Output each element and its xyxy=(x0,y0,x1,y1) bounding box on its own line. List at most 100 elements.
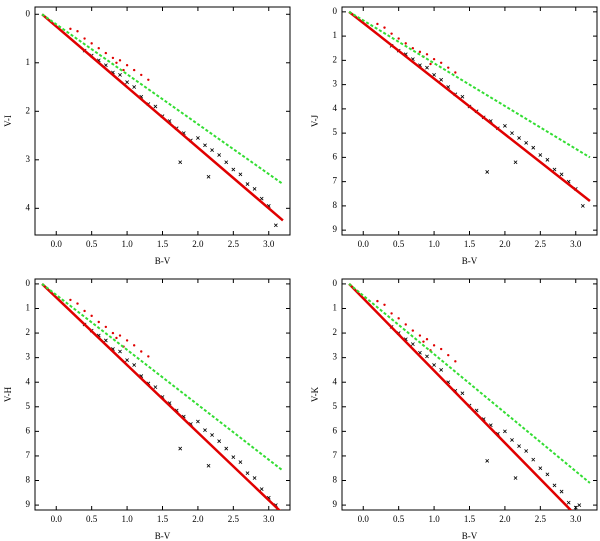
cross-point xyxy=(432,73,436,77)
x-tick-label: 1.0 xyxy=(428,239,440,249)
cross-point xyxy=(538,153,543,157)
dot-point xyxy=(111,331,115,335)
cross-point xyxy=(531,457,536,462)
cross-point xyxy=(432,363,436,367)
y-tick-label: 6 xyxy=(26,425,31,435)
dot-point xyxy=(411,47,415,50)
dot-point xyxy=(115,336,118,340)
cross-point xyxy=(573,505,578,510)
y-tick-label: 1 xyxy=(26,303,31,313)
y-tick-label: 2 xyxy=(333,327,338,337)
dot-point xyxy=(390,312,393,315)
cross-point xyxy=(132,85,137,89)
cross-point xyxy=(203,143,207,148)
cross-point xyxy=(439,77,444,82)
cross-point xyxy=(510,131,514,136)
x-tick-label: 0.5 xyxy=(393,239,405,249)
dot-point xyxy=(97,47,100,50)
cross-point xyxy=(118,349,122,354)
y-tick-label: 6 xyxy=(333,151,338,161)
dot-point xyxy=(429,62,432,66)
cross-point xyxy=(513,476,518,480)
fit-line xyxy=(348,10,591,203)
y-tick-label: 1 xyxy=(333,30,338,40)
cross-point xyxy=(460,391,465,396)
cross-point xyxy=(245,182,250,186)
y-tick-label: 6 xyxy=(333,425,338,435)
y-tick-label: 0 xyxy=(333,6,338,16)
x-axis-label: B-V xyxy=(155,531,171,541)
cross-point xyxy=(178,446,183,451)
y-tick-label: 9 xyxy=(26,499,31,509)
dot-point xyxy=(432,57,436,61)
plot-frame xyxy=(341,278,598,511)
cross-point xyxy=(132,363,137,367)
y-tick-label: 4 xyxy=(26,376,31,386)
y-tick-label: 5 xyxy=(333,401,338,411)
fit-line xyxy=(41,13,284,185)
cross-point xyxy=(118,73,122,77)
cross-point xyxy=(210,433,214,437)
y-tick-label: 1 xyxy=(26,57,31,67)
cross-point xyxy=(125,358,129,362)
x-tick-label: 1.5 xyxy=(157,239,169,249)
cross-point xyxy=(224,446,229,451)
cross-point xyxy=(231,455,236,460)
cross-point xyxy=(545,472,550,477)
cross-point xyxy=(439,368,444,372)
cross-point xyxy=(259,487,264,491)
cross-point xyxy=(245,471,250,476)
dot-point xyxy=(397,317,400,320)
cross-point xyxy=(577,503,582,507)
cross-point xyxy=(566,500,571,505)
y-tick-label: 4 xyxy=(26,202,31,212)
dot-point xyxy=(69,298,72,302)
cross-point xyxy=(203,428,207,433)
cross-point xyxy=(460,94,465,99)
x-tick-label: 2.5 xyxy=(535,514,547,524)
dot-point xyxy=(432,344,436,347)
x-tick-label: 3.0 xyxy=(570,239,582,249)
dot-point xyxy=(439,347,443,351)
cross-point xyxy=(425,65,429,70)
cross-point xyxy=(217,153,222,157)
y-tick-label: 3 xyxy=(333,352,338,362)
dot-point xyxy=(418,334,422,337)
dot-point xyxy=(97,320,100,324)
cross-point xyxy=(103,338,108,343)
panel: 0.0 0.5 1.0 1.5 2.0 2.5 3.0 0 1 2 3 4 5 6 7 8 9 B-V V-K xyxy=(310,278,598,541)
cross-point xyxy=(238,460,243,464)
y-tick-label: 3 xyxy=(333,79,338,89)
cross-point xyxy=(485,458,490,463)
x-axis-label: B-V xyxy=(462,531,478,541)
dot-point xyxy=(83,309,86,313)
cross-point xyxy=(231,167,236,172)
cross-point xyxy=(503,429,507,434)
cross-point xyxy=(103,63,108,68)
fit-line xyxy=(348,10,591,159)
cross-point xyxy=(559,489,564,494)
x-tick-label: 3.0 xyxy=(263,239,275,249)
cross-point xyxy=(125,80,129,85)
panel: 0.0 0.5 1.0 1.5 2.0 2.5 3.0 0 1 2 3 4 B-V V-I xyxy=(3,6,291,266)
dot-point xyxy=(118,59,122,62)
y-tick-label: 8 xyxy=(333,475,338,485)
dot-point xyxy=(383,26,386,29)
y-tick-label: 9 xyxy=(333,499,338,509)
dot-point xyxy=(122,68,125,72)
cross-point xyxy=(238,172,243,177)
x-tick-label: 1.5 xyxy=(157,514,169,524)
x-tick-label: 2.0 xyxy=(192,514,204,524)
y-tick-label: 0 xyxy=(26,278,31,288)
y-tick-label: 5 xyxy=(26,401,31,411)
y-tick-label: 7 xyxy=(333,176,338,186)
dot-point xyxy=(140,350,143,353)
cross-point xyxy=(517,136,521,140)
x-tick-label: 1.0 xyxy=(121,239,133,249)
y-tick-label: 2 xyxy=(26,105,31,115)
x-tick-label: 2.0 xyxy=(499,239,511,249)
dot-point xyxy=(76,302,79,305)
fit-line xyxy=(348,283,591,484)
x-tick-label: 0.0 xyxy=(358,514,370,524)
dot-point xyxy=(404,42,407,45)
